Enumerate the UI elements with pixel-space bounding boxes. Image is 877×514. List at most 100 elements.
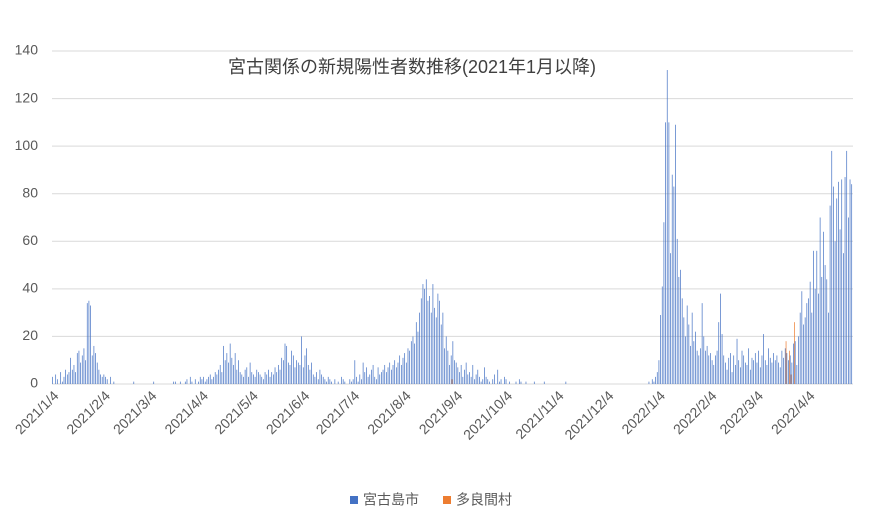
bar: [291, 350, 293, 384]
x-tick-label: 2021/11/4: [512, 387, 567, 442]
bar: [326, 381, 327, 384]
bar: [273, 374, 274, 384]
bar: [397, 362, 399, 384]
bar: [243, 376, 244, 384]
bar: [271, 372, 273, 384]
bar: [258, 372, 259, 384]
bar: [834, 241, 836, 384]
bar: [266, 374, 268, 384]
bar: [487, 379, 489, 384]
bar: [462, 376, 464, 384]
bar: [726, 369, 728, 384]
bar: [93, 345, 95, 384]
bar: [816, 250, 818, 384]
bar: [464, 369, 465, 384]
bar: [778, 362, 779, 384]
bar: [352, 379, 354, 384]
bar: [299, 364, 301, 384]
bar: [811, 312, 813, 384]
bar: [700, 348, 701, 384]
bar: [774, 360, 776, 384]
bar: [758, 350, 759, 384]
bar: [415, 322, 417, 384]
bar: [794, 341, 796, 384]
bar: [414, 343, 415, 384]
bar: [256, 369, 258, 384]
bar: [779, 367, 781, 384]
bar: [71, 369, 73, 384]
bar: [282, 360, 284, 384]
bar: [789, 350, 790, 384]
bar: [307, 364, 309, 384]
bar: [839, 229, 841, 384]
bar: [251, 372, 253, 384]
bar: [823, 231, 824, 384]
bar: [706, 345, 708, 384]
bar: [492, 379, 494, 384]
bar: [744, 362, 746, 384]
bar: [696, 350, 698, 384]
bar: [302, 367, 304, 384]
bar: [221, 372, 223, 384]
bar: [437, 293, 439, 384]
bar: [81, 355, 83, 384]
bar: [434, 307, 435, 384]
bar: [741, 350, 743, 384]
bar: [268, 369, 269, 384]
legend-swatch: [350, 496, 358, 504]
bar: [663, 222, 665, 384]
bar: [751, 357, 753, 384]
bar: [253, 374, 254, 384]
bar: [371, 369, 372, 384]
x-tick-label: 2021/10/4: [460, 387, 516, 443]
bar: [723, 355, 725, 384]
bar: [768, 348, 769, 384]
bar: [78, 350, 80, 384]
bar: [404, 353, 406, 384]
bar: [80, 362, 81, 384]
bar: [304, 355, 306, 384]
bar: [248, 376, 249, 384]
bar: [716, 350, 718, 384]
x-tick-label: 2021/7/4: [313, 387, 363, 437]
y-tick-label: 60: [22, 232, 38, 248]
bar: [359, 374, 361, 384]
bar: [341, 376, 342, 384]
bar: [504, 376, 505, 384]
bar: [455, 362, 457, 384]
bar: [668, 122, 670, 384]
bar: [482, 379, 484, 384]
bar: [379, 374, 381, 384]
bar: [472, 364, 474, 384]
bar: [201, 379, 203, 384]
bar: [73, 364, 75, 384]
legend-label: 多良間村: [456, 492, 512, 508]
bar: [465, 362, 467, 384]
bar: [733, 355, 735, 384]
bar: [254, 376, 256, 384]
bar: [184, 381, 186, 384]
bar: [683, 317, 685, 384]
bar: [477, 369, 479, 384]
bar: [317, 379, 319, 384]
bar: [113, 381, 115, 384]
bar: [374, 376, 376, 384]
bar: [173, 381, 175, 384]
bar: [725, 362, 726, 384]
bar: [705, 350, 706, 384]
bar: [686, 305, 688, 384]
bar: [364, 372, 366, 384]
bar: [460, 364, 462, 384]
bar: [440, 324, 442, 384]
bar: [803, 324, 804, 384]
bar: [191, 381, 193, 384]
bar: [226, 353, 228, 384]
bar: [499, 381, 500, 384]
bar: [213, 376, 214, 384]
bar: [826, 279, 828, 384]
bar: [454, 360, 455, 384]
bar: [110, 376, 111, 384]
bar: [846, 150, 848, 384]
bar: [241, 374, 243, 384]
bar: [381, 372, 382, 384]
